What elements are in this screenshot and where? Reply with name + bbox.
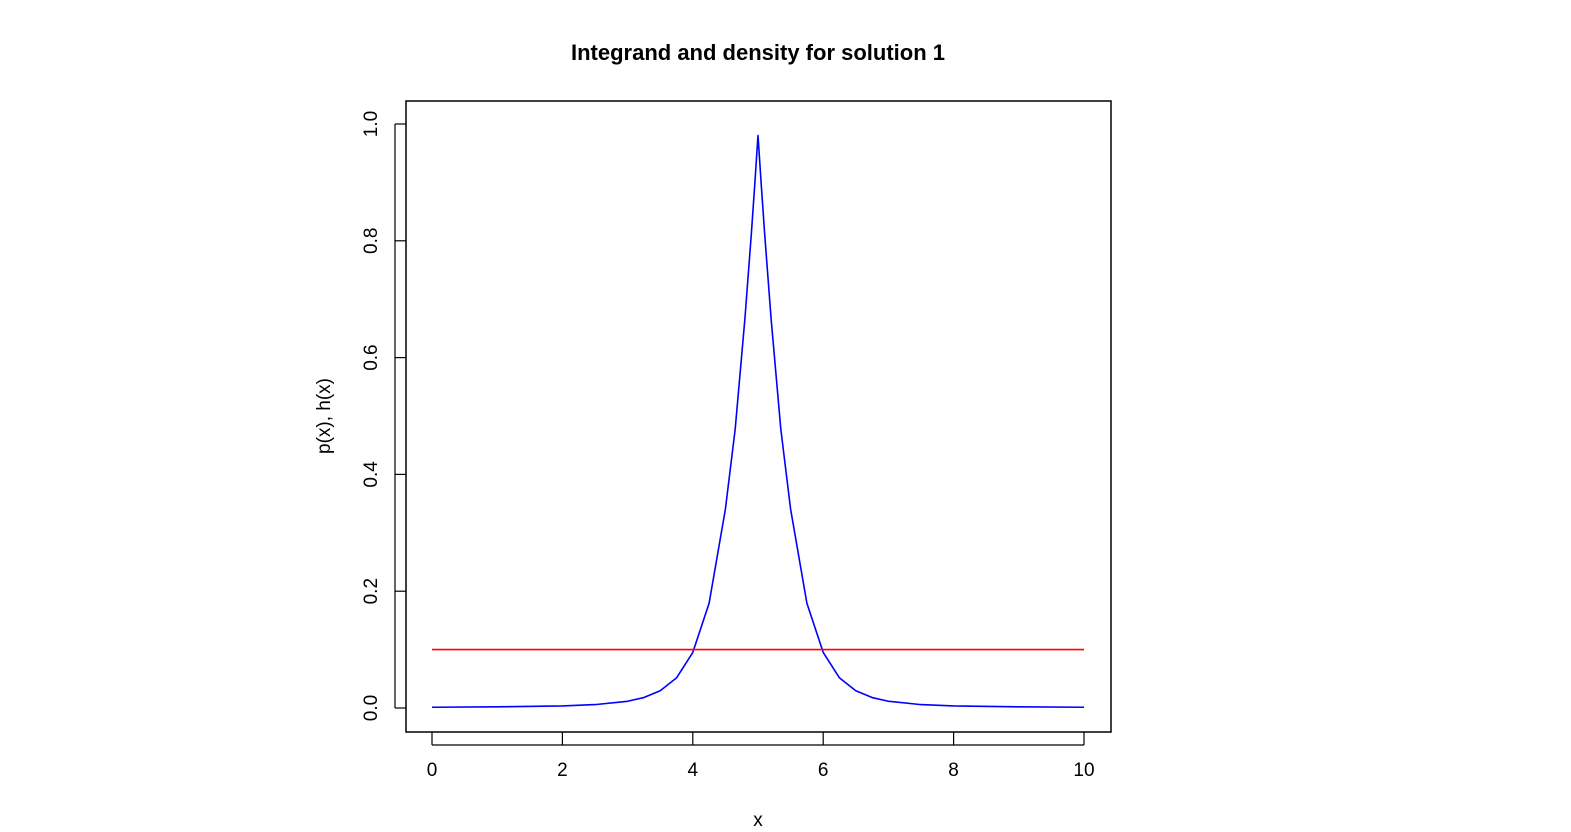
x-tick-label: 8 (948, 760, 959, 781)
y-tick-label: 0.8 (361, 228, 382, 254)
y-tick-label: 1.0 (361, 111, 382, 137)
x-tick-label: 0 (427, 760, 438, 781)
y-axis-label: p(x), h(x) (314, 378, 335, 454)
x-tick-label: 10 (1073, 760, 1094, 781)
y-axis: 0.0 0.2 0.4 0.6 0.8 1.0 (361, 111, 406, 721)
x-tick-label: 2 (557, 760, 568, 781)
chart-title: Integrand and density for solution 1 (571, 40, 945, 65)
y-tick-label: 0.2 (361, 578, 382, 604)
x-tick-label: 6 (818, 760, 829, 781)
x-axis: 0 2 4 6 8 10 (427, 732, 1095, 781)
y-tick-label: 0.6 (361, 344, 382, 370)
series-line-h-x (431, 134, 1085, 709)
plot-frame (405, 100, 1112, 733)
series-layer (431, 134, 1085, 709)
y-tick-label: 0.0 (361, 695, 382, 721)
x-tick-label: 4 (688, 760, 699, 781)
y-tick-label: 0.4 (361, 461, 382, 488)
x-axis-label: x (753, 810, 763, 827)
